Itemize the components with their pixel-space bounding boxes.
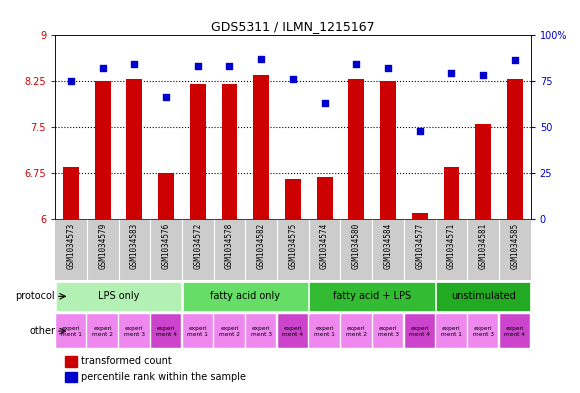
Point (478, 72, 488, 78)
Bar (380, 81, 396, 219)
Text: experi
ment 2: experi ment 2 (346, 326, 367, 336)
Point (351, 61, 361, 67)
Text: GSM1034572: GSM1034572 (193, 222, 202, 268)
Text: experi
ment 3: experi ment 3 (473, 326, 494, 336)
Bar (309, 314, 340, 348)
Text: experi
ment 4: experi ment 4 (282, 326, 303, 336)
Bar (95, 81, 111, 219)
Bar (285, 179, 301, 219)
Bar (56, 282, 182, 311)
Text: GSM1034575: GSM1034575 (288, 222, 298, 268)
Text: GSM1034579: GSM1034579 (98, 222, 107, 268)
Point (288, 76, 298, 82)
Bar (507, 79, 523, 219)
Text: GSM1034574: GSM1034574 (320, 222, 329, 268)
Bar (317, 177, 332, 219)
Text: GSM1034584: GSM1034584 (383, 222, 393, 268)
Text: experi
ment 3: experi ment 3 (251, 326, 271, 336)
Text: GSM1034583: GSM1034583 (130, 222, 139, 268)
Bar (151, 314, 182, 348)
Point (66, 78, 75, 84)
Text: GSM1034580: GSM1034580 (352, 222, 361, 268)
Bar (119, 314, 150, 348)
Title: GDS5311 / ILMN_1215167: GDS5311 / ILMN_1215167 (211, 20, 375, 33)
Point (130, 61, 139, 67)
Text: LPS only: LPS only (98, 291, 139, 301)
Point (447, 70, 456, 77)
Text: unstimulated: unstimulated (451, 291, 516, 301)
Bar (126, 79, 142, 219)
Text: fatty acid only: fatty acid only (211, 291, 280, 301)
Bar (468, 314, 498, 348)
Bar (64, 372, 77, 382)
Bar (246, 314, 277, 348)
Point (161, 94, 171, 101)
Text: experi
ment 1: experi ment 1 (187, 326, 208, 336)
Bar (158, 173, 174, 219)
Bar (475, 124, 491, 219)
Point (256, 55, 266, 62)
Text: GSM1034578: GSM1034578 (225, 222, 234, 268)
Bar (64, 356, 77, 367)
Text: other: other (29, 326, 55, 336)
Bar (341, 314, 372, 348)
Text: experi
ment 2: experi ment 2 (92, 326, 113, 336)
Point (383, 65, 393, 71)
Text: protocol: protocol (16, 291, 55, 301)
Text: percentile rank within the sample: percentile rank within the sample (81, 372, 246, 382)
Bar (436, 314, 467, 348)
Bar (404, 314, 435, 348)
Text: experi
ment 2: experi ment 2 (219, 326, 240, 336)
Point (193, 63, 202, 69)
Bar (88, 314, 118, 348)
Bar (56, 314, 86, 348)
Bar (444, 167, 459, 219)
Point (98, 65, 107, 71)
Text: transformed count: transformed count (81, 356, 172, 366)
Text: experi
ment 4: experi ment 4 (505, 326, 525, 336)
Text: experi
ment 3: experi ment 3 (124, 326, 145, 336)
Text: GSM1034581: GSM1034581 (478, 222, 488, 268)
Bar (499, 314, 530, 348)
Text: experi
ment 3: experi ment 3 (378, 326, 398, 336)
Bar (253, 75, 269, 219)
Point (510, 57, 520, 64)
Bar (309, 282, 435, 311)
Bar (63, 167, 79, 219)
Text: GSM1034576: GSM1034576 (162, 222, 171, 268)
Text: experi
ment 4: experi ment 4 (155, 326, 176, 336)
Text: GSM1034585: GSM1034585 (510, 222, 519, 268)
Text: experi
ment 4: experi ment 4 (409, 326, 430, 336)
Bar (214, 314, 245, 348)
Point (320, 100, 329, 106)
Text: GSM1034571: GSM1034571 (447, 222, 456, 268)
Text: experi
ment 1: experi ment 1 (60, 326, 81, 336)
Bar (436, 282, 530, 311)
Bar (222, 84, 237, 219)
Text: GSM1034582: GSM1034582 (257, 222, 266, 268)
Text: GSM1034577: GSM1034577 (415, 222, 424, 268)
Text: fatty acid + LPS: fatty acid + LPS (333, 291, 411, 301)
Point (415, 127, 425, 134)
Bar (349, 79, 364, 219)
Bar (183, 314, 213, 348)
Point (225, 63, 234, 69)
Bar (412, 213, 427, 219)
Bar (190, 84, 206, 219)
Text: experi
ment 1: experi ment 1 (314, 326, 335, 336)
Text: GSM1034573: GSM1034573 (67, 222, 75, 268)
Bar (373, 314, 403, 348)
Text: experi
ment 1: experi ment 1 (441, 326, 462, 336)
Bar (183, 282, 308, 311)
Bar (278, 314, 308, 348)
